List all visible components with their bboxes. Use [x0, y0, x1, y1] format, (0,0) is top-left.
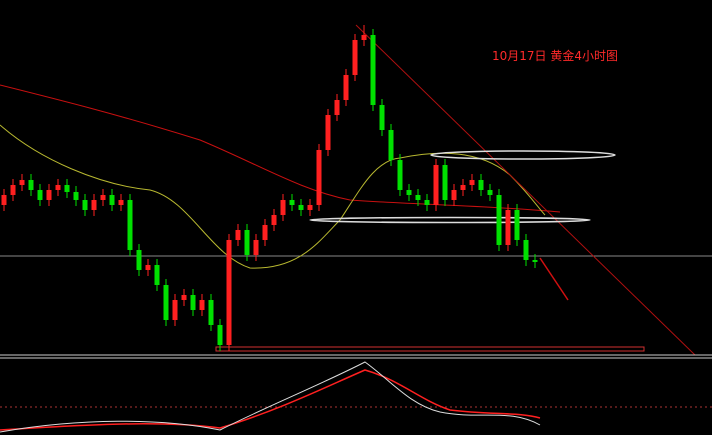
bottom-marker: [215, 346, 645, 352]
candle-body: [226, 240, 232, 345]
candle-body: [397, 160, 403, 190]
candle-body: [208, 300, 214, 325]
candle-body: [316, 150, 322, 205]
candle-body: [145, 265, 151, 270]
candle-body: [298, 205, 304, 210]
candle-body: [172, 300, 178, 320]
candles: [1, 25, 538, 351]
candle-body: [388, 130, 394, 160]
projection-arrow: [539, 257, 569, 301]
candle-body: [163, 285, 169, 320]
candle-body: [118, 200, 124, 205]
candle-body: [370, 35, 376, 105]
candle-body: [37, 190, 43, 200]
candle-body: [109, 195, 115, 205]
candle-body: [154, 265, 160, 285]
candle-body: [487, 190, 493, 195]
candle-body: [532, 260, 538, 262]
candle-body: [217, 325, 223, 345]
candle-body: [496, 195, 502, 245]
candle-body: [28, 180, 34, 190]
moving-average-long: [0, 84, 561, 213]
candle-body: [307, 205, 313, 210]
candle-body: [379, 105, 385, 130]
candle-body: [424, 200, 430, 205]
candle-body: [352, 40, 358, 75]
macd-line: [0, 361, 541, 433]
support-ellipse: [309, 216, 591, 224]
candle-body: [64, 185, 70, 192]
candle-body: [73, 192, 79, 200]
candle-body: [469, 180, 475, 185]
candle-body: [460, 185, 466, 190]
candle-body: [343, 75, 349, 100]
candle-body: [406, 190, 412, 195]
candle-body: [478, 180, 484, 190]
trend-line: [355, 24, 696, 356]
candle-body: [181, 295, 187, 300]
candle-body: [199, 300, 205, 310]
candle-body: [523, 240, 529, 260]
candle-body: [451, 190, 457, 200]
candle-body: [289, 200, 295, 205]
candle-body: [82, 200, 88, 210]
candle-body: [433, 165, 439, 205]
candle-body: [280, 200, 286, 215]
candle-body: [136, 250, 142, 270]
candle-body: [361, 35, 367, 40]
candle-body: [46, 190, 52, 200]
candle-body: [100, 195, 106, 200]
candle-body: [253, 240, 259, 255]
chart-title: 10月17日 黄金4小时图: [492, 48, 618, 63]
candle-body: [10, 185, 16, 195]
candle-body: [1, 195, 7, 205]
candle-body: [91, 200, 97, 210]
macd-signal: [0, 369, 541, 431]
candle-body: [55, 185, 61, 190]
candle-body: [505, 210, 511, 245]
candle-body: [127, 200, 133, 250]
candle-body: [262, 225, 268, 240]
candle-body: [271, 215, 277, 225]
candle-body: [442, 165, 448, 200]
candle-body: [415, 195, 421, 200]
candle-body: [235, 230, 241, 240]
resistance-ellipse: [430, 150, 616, 160]
candle-body: [244, 230, 250, 255]
moving-average-short: [0, 124, 546, 269]
candle-body: [334, 100, 340, 115]
candle-body: [190, 295, 196, 310]
candle-body: [514, 210, 520, 240]
candle-body: [325, 115, 331, 150]
candle-body: [19, 180, 25, 185]
